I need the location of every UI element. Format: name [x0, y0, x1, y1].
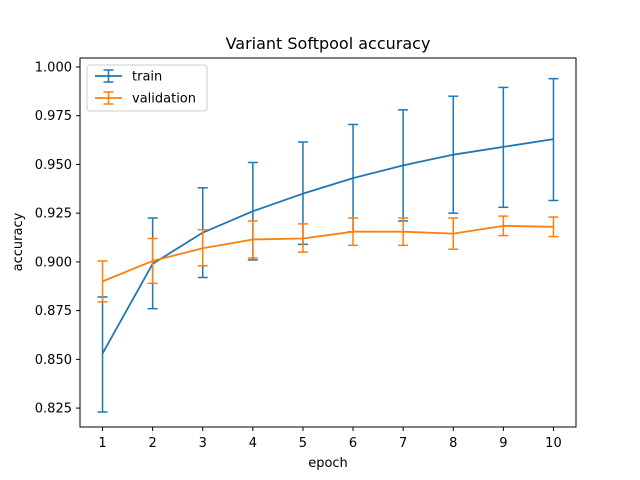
x-tick-label: 6 [349, 436, 357, 451]
validation-line [102, 224, 554, 283]
y-axis: 0.825 0.850 0.875 0.900 0.925 0.950 0.975 1.000 [35, 60, 80, 417]
y-tick-label: 0.900 [35, 255, 72, 270]
series-layer [97, 77, 559, 413]
y-tick-label: 0.825 [35, 402, 72, 417]
x-tick-label: 3 [199, 436, 207, 451]
plot-frame [79, 57, 577, 428]
x-tick-label: 1 [98, 436, 106, 451]
y-tick-label: 0.875 [35, 304, 72, 319]
x-axis: 1 2 3 4 5 6 7 8 9 10 [98, 427, 562, 451]
legend: train validation [86, 64, 208, 112]
x-tick-label: 7 [399, 436, 407, 451]
series-validation [97, 215, 559, 303]
y-tick-label: 0.850 [35, 353, 72, 368]
y-tick-label: 1.000 [35, 60, 72, 75]
chart-title: Variant Softpool accuracy [226, 34, 431, 53]
x-tick-label: 10 [545, 436, 562, 451]
x-axis-label: epoch [308, 456, 348, 471]
x-tick-label: 4 [249, 436, 257, 451]
legend-handle-train [95, 69, 122, 83]
y-tick-label: 0.975 [35, 109, 72, 124]
legend-handle-validation [95, 91, 122, 105]
x-tick-label: 9 [499, 436, 507, 451]
train-line [101, 138, 554, 354]
y-tick-label: 0.950 [35, 158, 72, 173]
x-tick-label: 2 [149, 436, 157, 451]
x-tick-label: 5 [299, 436, 307, 451]
y-axis-label: accuracy [11, 212, 26, 271]
x-tick-label: 8 [449, 436, 457, 451]
y-tick-label: 0.925 [35, 207, 72, 222]
legend-label-validation: validation [132, 92, 196, 107]
legend-label-train: train [132, 70, 162, 85]
series-train [97, 77, 559, 413]
